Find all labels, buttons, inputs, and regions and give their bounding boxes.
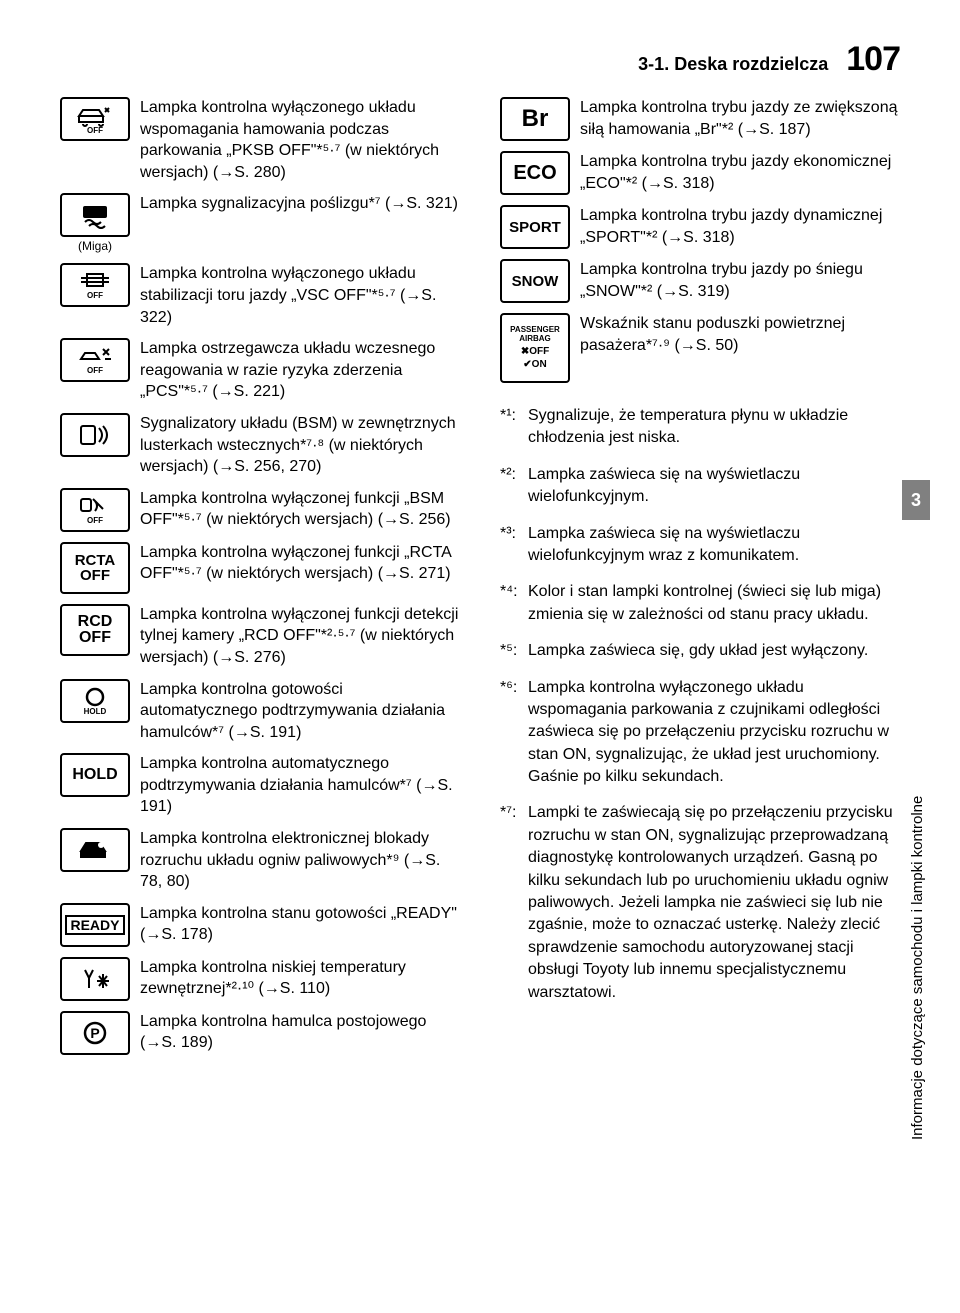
ready-icon: READY [60,903,130,947]
footnotes: *¹: Sygnalizuje, że temperatura płynu w … [500,405,900,1004]
eco-icon: ECO [500,151,570,195]
parking-icon: P [60,1011,130,1055]
indicator-desc: Lampka ostrzegawcza układu wczesnego rea… [140,338,460,403]
pksb-off-icon: OFF [60,97,130,141]
indicator-desc: Lampka kontrolna wyłączonej funkcji „BSM… [140,488,460,531]
slip-icon [60,193,130,237]
indicator-row: P Lampka kontrolna hamulca postojowego (… [60,1011,460,1055]
indicator-desc: Lampka kontrolna hamulca postojowego (→S… [140,1011,460,1054]
left-column: OFF Lampka kontrolna wyłączone­go układu… [60,97,460,1065]
slip-icon-col: (Miga) [60,193,130,253]
footnote-text: Lampka zaświeca się na wyświetla­czu wie… [528,464,900,509]
ready-text: READY [65,915,124,935]
page-header: 3-1. Deska rozdzielcza 107 [60,40,900,79]
page: 3-1. Deska rozdzielcza 107 OFF Lampka ko… [0,0,960,1313]
indicator-row: PASSENGERAIRBAG ✖OFF ✔ON Wskaźnik stanu … [500,313,900,383]
footnote-mark: *¹: [500,405,528,450]
svg-text:OFF: OFF [87,126,103,134]
airbag-icon: PASSENGERAIRBAG ✖OFF ✔ON [500,313,570,383]
svg-text:HOLD: HOLD [84,707,107,716]
footnote: *⁴: Kolor i stan lampki kontrolnej (świe… [500,581,900,626]
svg-text:OFF: OFF [87,366,103,375]
footnote: *⁷: Lampki te zaświecają się po przełą­c… [500,802,900,1004]
footnote-mark: *⁵: [500,640,528,662]
pcs-off-icon: OFF [60,338,130,382]
hold-icon: HOLD [60,753,130,797]
footnote-mark: *⁴: [500,581,528,626]
footnote-text: Lampka zaświeca się, gdy układ jest wyłą… [528,640,900,662]
indicator-row: RCTA OFF Lampka kontrolna wyłączonej fun… [60,542,460,594]
footnote-text: Sygnalizuje, że temperatura płynu w ukła… [528,405,900,450]
indicator-row: OFF Lampka kontrolna wyłączone­go układu… [60,97,460,183]
footnote-mark: *⁷: [500,802,528,1004]
indicator-desc: Lampka kontrolna wyłączone­go układu wsp… [140,97,460,183]
indicator-desc: Lampka kontrolna niskiej tem­peratury ze… [140,957,460,1000]
indicator-desc: Lampka kontrolna trybu jazdy ze zwiększo… [580,97,900,140]
indicator-row: OFF Lampka kontrolna wyłączonej funkcji … [60,488,460,532]
snow-icon: SNOW [500,259,570,303]
side-label: Informacje dotyczące samochodu i lampki … [909,540,926,1140]
bsm-icon [60,413,130,457]
indicator-row: OFF Lampka ostrzegawcza układu wczesnego… [60,338,460,403]
right-column: Br Lampka kontrolna trybu jazdy ze zwięk… [500,97,900,1065]
rcd-off-icon: RCD OFF [60,604,130,656]
chapter-tab: 3 [902,480,930,520]
indicator-row: ECO Lampka kontrolna trybu jazdy ekonomi… [500,151,900,195]
indicator-desc: Lampka kontrolna wyłączonej funkcji „RCT… [140,542,460,585]
content: OFF Lampka kontrolna wyłączone­go układu… [60,97,900,1065]
sport-icon: SPORT [500,205,570,249]
indicator-desc: Lampka sygnalizacyjna pośli­zgu*⁷ (→S. 3… [140,193,458,215]
footnote: *⁶: Lampka kontrolna wyłączonego układu … [500,677,900,789]
indicator-desc: Lampka kontrolna wyłączonego układu stab… [140,263,460,328]
footnote: *²: Lampka zaświeca się na wyświetla­czu… [500,464,900,509]
indicator-row: Br Lampka kontrolna trybu jazdy ze zwięk… [500,97,900,141]
slip-caption: (Miga) [78,239,112,253]
footnote-text: Lampki te zaświecają się po przełą­czeni… [528,802,900,1004]
footnote: *¹: Sygnalizuje, że temperatura płynu w … [500,405,900,450]
footnote: *³: Lampka zaświeca się na wyświetlaczu … [500,523,900,568]
footnote-mark: *²: [500,464,528,509]
svg-text:OFF: OFF [87,291,103,300]
footnote-mark: *³: [500,523,528,568]
svg-text:P: P [90,1025,99,1041]
indicator-row: Lampka kontrolna elektronicznej blokady … [60,828,460,893]
bsm-off-icon: OFF [60,488,130,532]
indicator-row: SNOW Lampka kontrolna trybu jazdy po śni… [500,259,900,303]
indicator-desc: Lampka kontrolna elektronicznej blokady … [140,828,460,893]
indicator-row: Sygnalizatory układu (BSM) w zewnętrznyc… [60,413,460,478]
indicator-desc: Lampka kontrolna wyłączonej funkcji dete… [140,604,460,669]
footnote-text: Lampka zaświeca się na wyświetlaczu wiel… [528,523,900,568]
indicator-desc: Lampka kontrolna stanu goto­wości „READY… [140,903,460,946]
indicator-row: (Miga) Lampka sygnalizacyjna pośli­zgu*⁷… [60,193,460,253]
indicator-row: SPORT Lampka kontrolna trybu jazdy dynam… [500,205,900,249]
indicator-desc: Lampka kontrolna trybu jazdy po śniegu „… [580,259,900,302]
indicator-row: HOLD Lampka kontrolna automatycz­nego po… [60,753,460,818]
indicator-desc: Wskaźnik stanu poduszki po­wietrznej pas… [580,313,900,356]
br-icon: Br [500,97,570,141]
footnote-mark: *⁶: [500,677,528,789]
indicator-row: RCD OFF Lampka kontrolna wyłączonej funk… [60,604,460,669]
indicator-row: READY Lampka kontrolna stanu goto­wości … [60,903,460,947]
indicator-desc: Sygnalizatory układu (BSM) w zewnętrznyc… [140,413,460,478]
rcta-off-icon: RCTA OFF [60,542,130,594]
indicator-row: HOLD Lampka kontrolna gotowości automaty… [60,679,460,744]
page-number: 107 [846,40,900,79]
svg-text:OFF: OFF [87,516,103,525]
footnote-text: Kolor i stan lampki kontrolnej (świeci s… [528,581,900,626]
indicator-desc: Lampka kontrolna gotowości automatyczneg… [140,679,460,744]
indicator-desc: Lampka kontrolna automatycz­nego podtrzy… [140,753,460,818]
indicator-desc: Lampka kontrolna trybu jazdy dynamicznej… [580,205,900,248]
footnote: *⁵: Lampka zaświeca się, gdy układ jest … [500,640,900,662]
immobilizer-icon [60,828,130,872]
footnote-text: Lampka kontrolna wyłączonego układu wspo… [528,677,900,789]
vsc-off-icon: OFF [60,263,130,307]
indicator-desc: Lampka kontrolna trybu jazdy ekonomiczne… [580,151,900,194]
low-temp-icon [60,957,130,1001]
indicator-row: OFF Lampka kontrolna wyłączonego układu … [60,263,460,328]
section-title: 3-1. Deska rozdzielcza [638,54,828,75]
hold-ready-icon: HOLD [60,679,130,723]
indicator-row: Lampka kontrolna niskiej tem­peratury ze… [60,957,460,1001]
